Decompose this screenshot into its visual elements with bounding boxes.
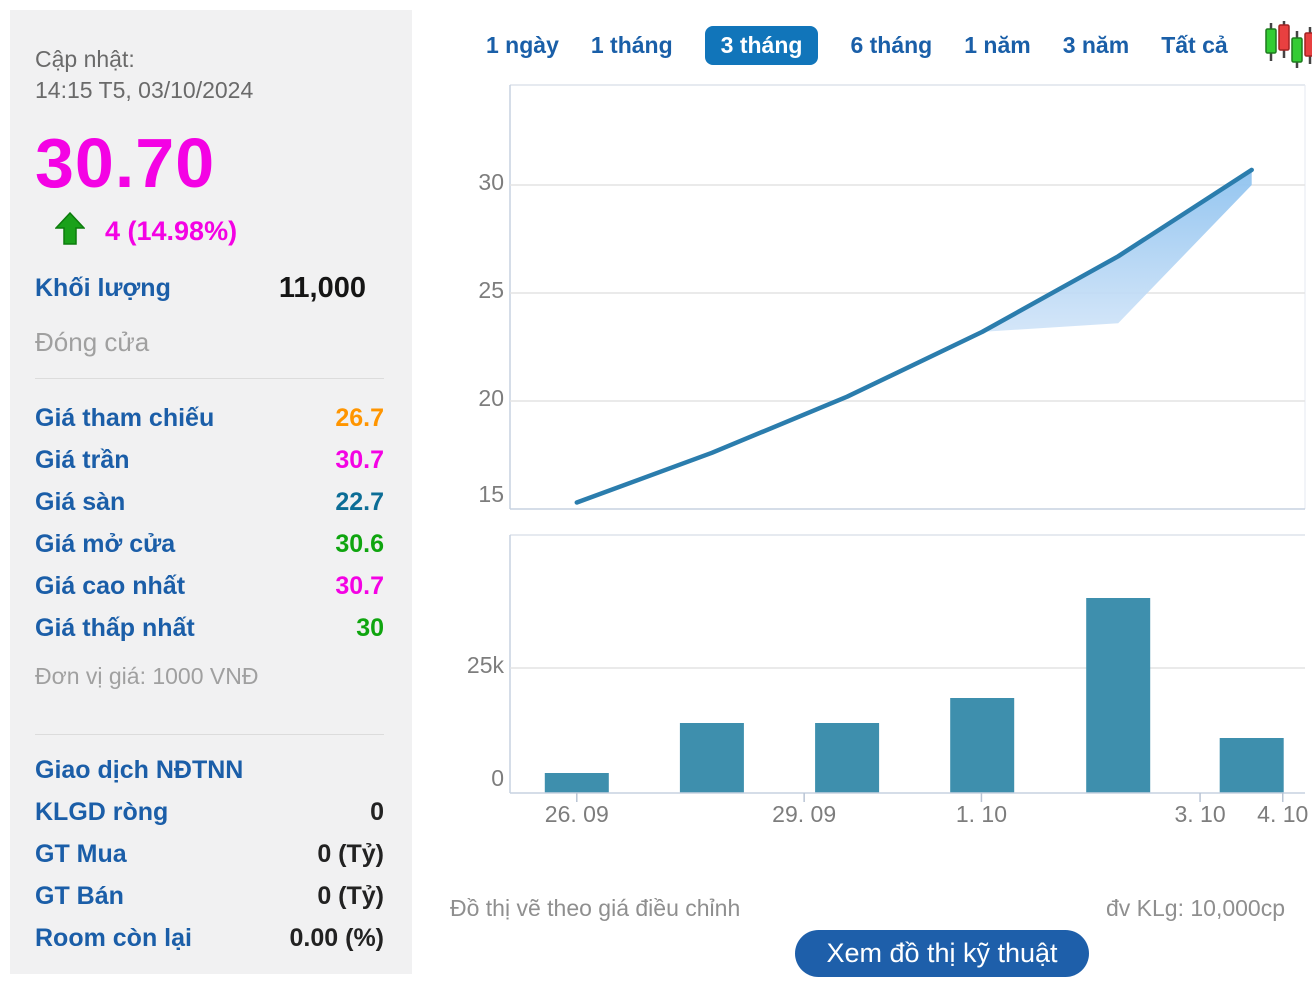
- foreign-row: KLGD ròng 0: [35, 791, 384, 833]
- volume-y-tick-label: 25k: [467, 652, 505, 678]
- foreign-row: Room còn lại 0.00 (%): [35, 917, 384, 959]
- close-label: Đóng cửa: [35, 327, 150, 357]
- price-row-label: Giá mở cửa: [35, 529, 176, 558]
- price-change-row: 4 (14.98%): [35, 211, 384, 250]
- price-panel: Cập nhật: 14:15 T5, 03/10/2024 30.70 4 (…: [10, 10, 412, 974]
- current-price: 30.70: [35, 124, 216, 202]
- tab-1-năm[interactable]: 1 năm: [964, 31, 1031, 58]
- tab-6-tháng[interactable]: 6 tháng: [850, 31, 933, 58]
- price-row: Giá cao nhất 30.7: [35, 565, 384, 607]
- volume-y-tick-label: 0: [491, 765, 504, 791]
- price-row-label: Giá cao nhất: [35, 571, 186, 600]
- price-row-value: 22.7: [335, 487, 384, 516]
- updated-label: Cập nhật:: [35, 46, 135, 72]
- price-row-value: 26.7: [335, 403, 384, 432]
- price-row: Giá thấp nhất 30: [35, 607, 384, 649]
- price-row-value: 30.7: [335, 445, 384, 474]
- foreign-rows: KLGD ròng 0 GT Mua 0 (Tỷ) GT Bán 0 (Tỷ) Room c…: [35, 791, 384, 959]
- price-rows: Giá tham chiếu 26.7 Giá trần 30.7 Giá sàn 22.…: [35, 397, 384, 649]
- price-row: Giá trần 30.7: [35, 439, 384, 481]
- foreign-row-value: 0 (Tỷ): [317, 839, 384, 868]
- volume-bar-chart[interactable]: 0 25k 26. 09 29. 09 1. 10 3. 10 4. 10: [460, 530, 1312, 840]
- adjusted-price-note: Đồ thị vẽ theo giá điều chỉnh: [450, 895, 741, 921]
- foreign-trading-header: Giao dịch NĐTNN: [35, 755, 244, 784]
- volume-bar: [1219, 738, 1284, 793]
- volume-value: 11,000: [278, 272, 366, 304]
- candlestick-chart-icon[interactable]: [1262, 21, 1312, 69]
- foreign-row-value: 0 (Tỷ): [317, 881, 384, 910]
- price-y-tick-label: 20: [478, 385, 504, 411]
- price-row: Giá mở cửa 30.6: [35, 523, 384, 565]
- chart-area: 1 ngày 1 tháng 3 tháng 6 tháng 1 năm 3 năm Tất…: [440, 0, 1312, 988]
- unit-note: Đơn vị giá: 1000 VNĐ: [35, 663, 259, 689]
- price-row-value: 30: [356, 613, 384, 642]
- price-y-tick-label: 15: [478, 481, 504, 507]
- price-row-label: Giá trần: [35, 445, 130, 474]
- volume-x-tick-label: 26. 09: [545, 801, 609, 827]
- adjusted-price-line: [574, 167, 1254, 505]
- tab-tất-cả[interactable]: Tất cả: [1161, 31, 1228, 58]
- range-tabs: 1 ngày 1 tháng 3 tháng 6 tháng 1 năm 3 năm Tất…: [486, 21, 1312, 69]
- volume-x-tick-label: 1. 10: [956, 801, 1007, 827]
- updated-time: 14:15 T5, 03/10/2024: [35, 77, 254, 103]
- tab-3-năm[interactable]: 3 năm: [1062, 31, 1130, 58]
- price-y-tick-label: 30: [478, 169, 504, 195]
- tab-1-tháng[interactable]: 1 tháng: [590, 31, 673, 58]
- price-row-label: Giá sàn: [35, 487, 126, 516]
- price-row: Giá tham chiếu 26.7: [35, 397, 384, 439]
- price-change: 4 (14.98%): [105, 215, 238, 246]
- price-line-chart[interactable]: 15 20 25 30: [460, 80, 1312, 530]
- tab-1-ngày[interactable]: 1 ngày: [486, 31, 559, 58]
- volume-bar: [1086, 598, 1151, 793]
- foreign-row-label: GT Bán: [35, 881, 124, 910]
- divider: [35, 378, 384, 379]
- chart-notes: Đồ thị vẽ theo giá điều chỉnh đv KLg: 10…: [450, 895, 1285, 922]
- volume-bar: [544, 773, 609, 793]
- divider: [35, 734, 384, 735]
- foreign-row: GT Mua 0 (Tỷ): [35, 833, 384, 875]
- foreign-row-label: Room còn lại: [35, 923, 192, 952]
- price-row-label: Giá tham chiếu: [35, 403, 215, 432]
- foreign-row-value: 0: [370, 797, 384, 826]
- price-band-area: [982, 169, 1252, 332]
- volume-x-tick-label: 29. 09: [772, 801, 836, 827]
- price-row-label: Giá thấp nhất: [35, 613, 195, 642]
- price-y-tick-label: 25: [478, 277, 504, 303]
- foreign-row-label: GT Mua: [35, 839, 127, 868]
- foreign-row: GT Bán 0 (Tỷ): [35, 875, 384, 917]
- volume-bar: [815, 723, 880, 793]
- volume-bar: [679, 723, 744, 793]
- volume-label: Khối lượng: [35, 274, 171, 302]
- volume-x-tick-label: 3. 10: [1174, 801, 1225, 827]
- price-row-value: 30.7: [335, 571, 384, 600]
- volume-unit-note: đv KLg: 10,000cp: [1105, 895, 1285, 921]
- up-arrow-icon: [54, 211, 86, 250]
- volume-row: Khối lượng 11,000: [35, 272, 384, 305]
- foreign-row-value: 0.00 (%): [289, 923, 384, 952]
- technical-chart-button[interactable]: Xem đồ thị kỹ thuật: [795, 930, 1089, 977]
- volume-bar: [950, 698, 1015, 793]
- foreign-row-label: KLGD ròng: [35, 797, 169, 826]
- tab-3-tháng[interactable]: 3 tháng: [704, 25, 819, 65]
- price-row: Giá sàn 22.7: [35, 481, 384, 523]
- price-row-value: 30.6: [335, 529, 384, 558]
- volume-x-tick-label: 4. 10: [1257, 801, 1308, 827]
